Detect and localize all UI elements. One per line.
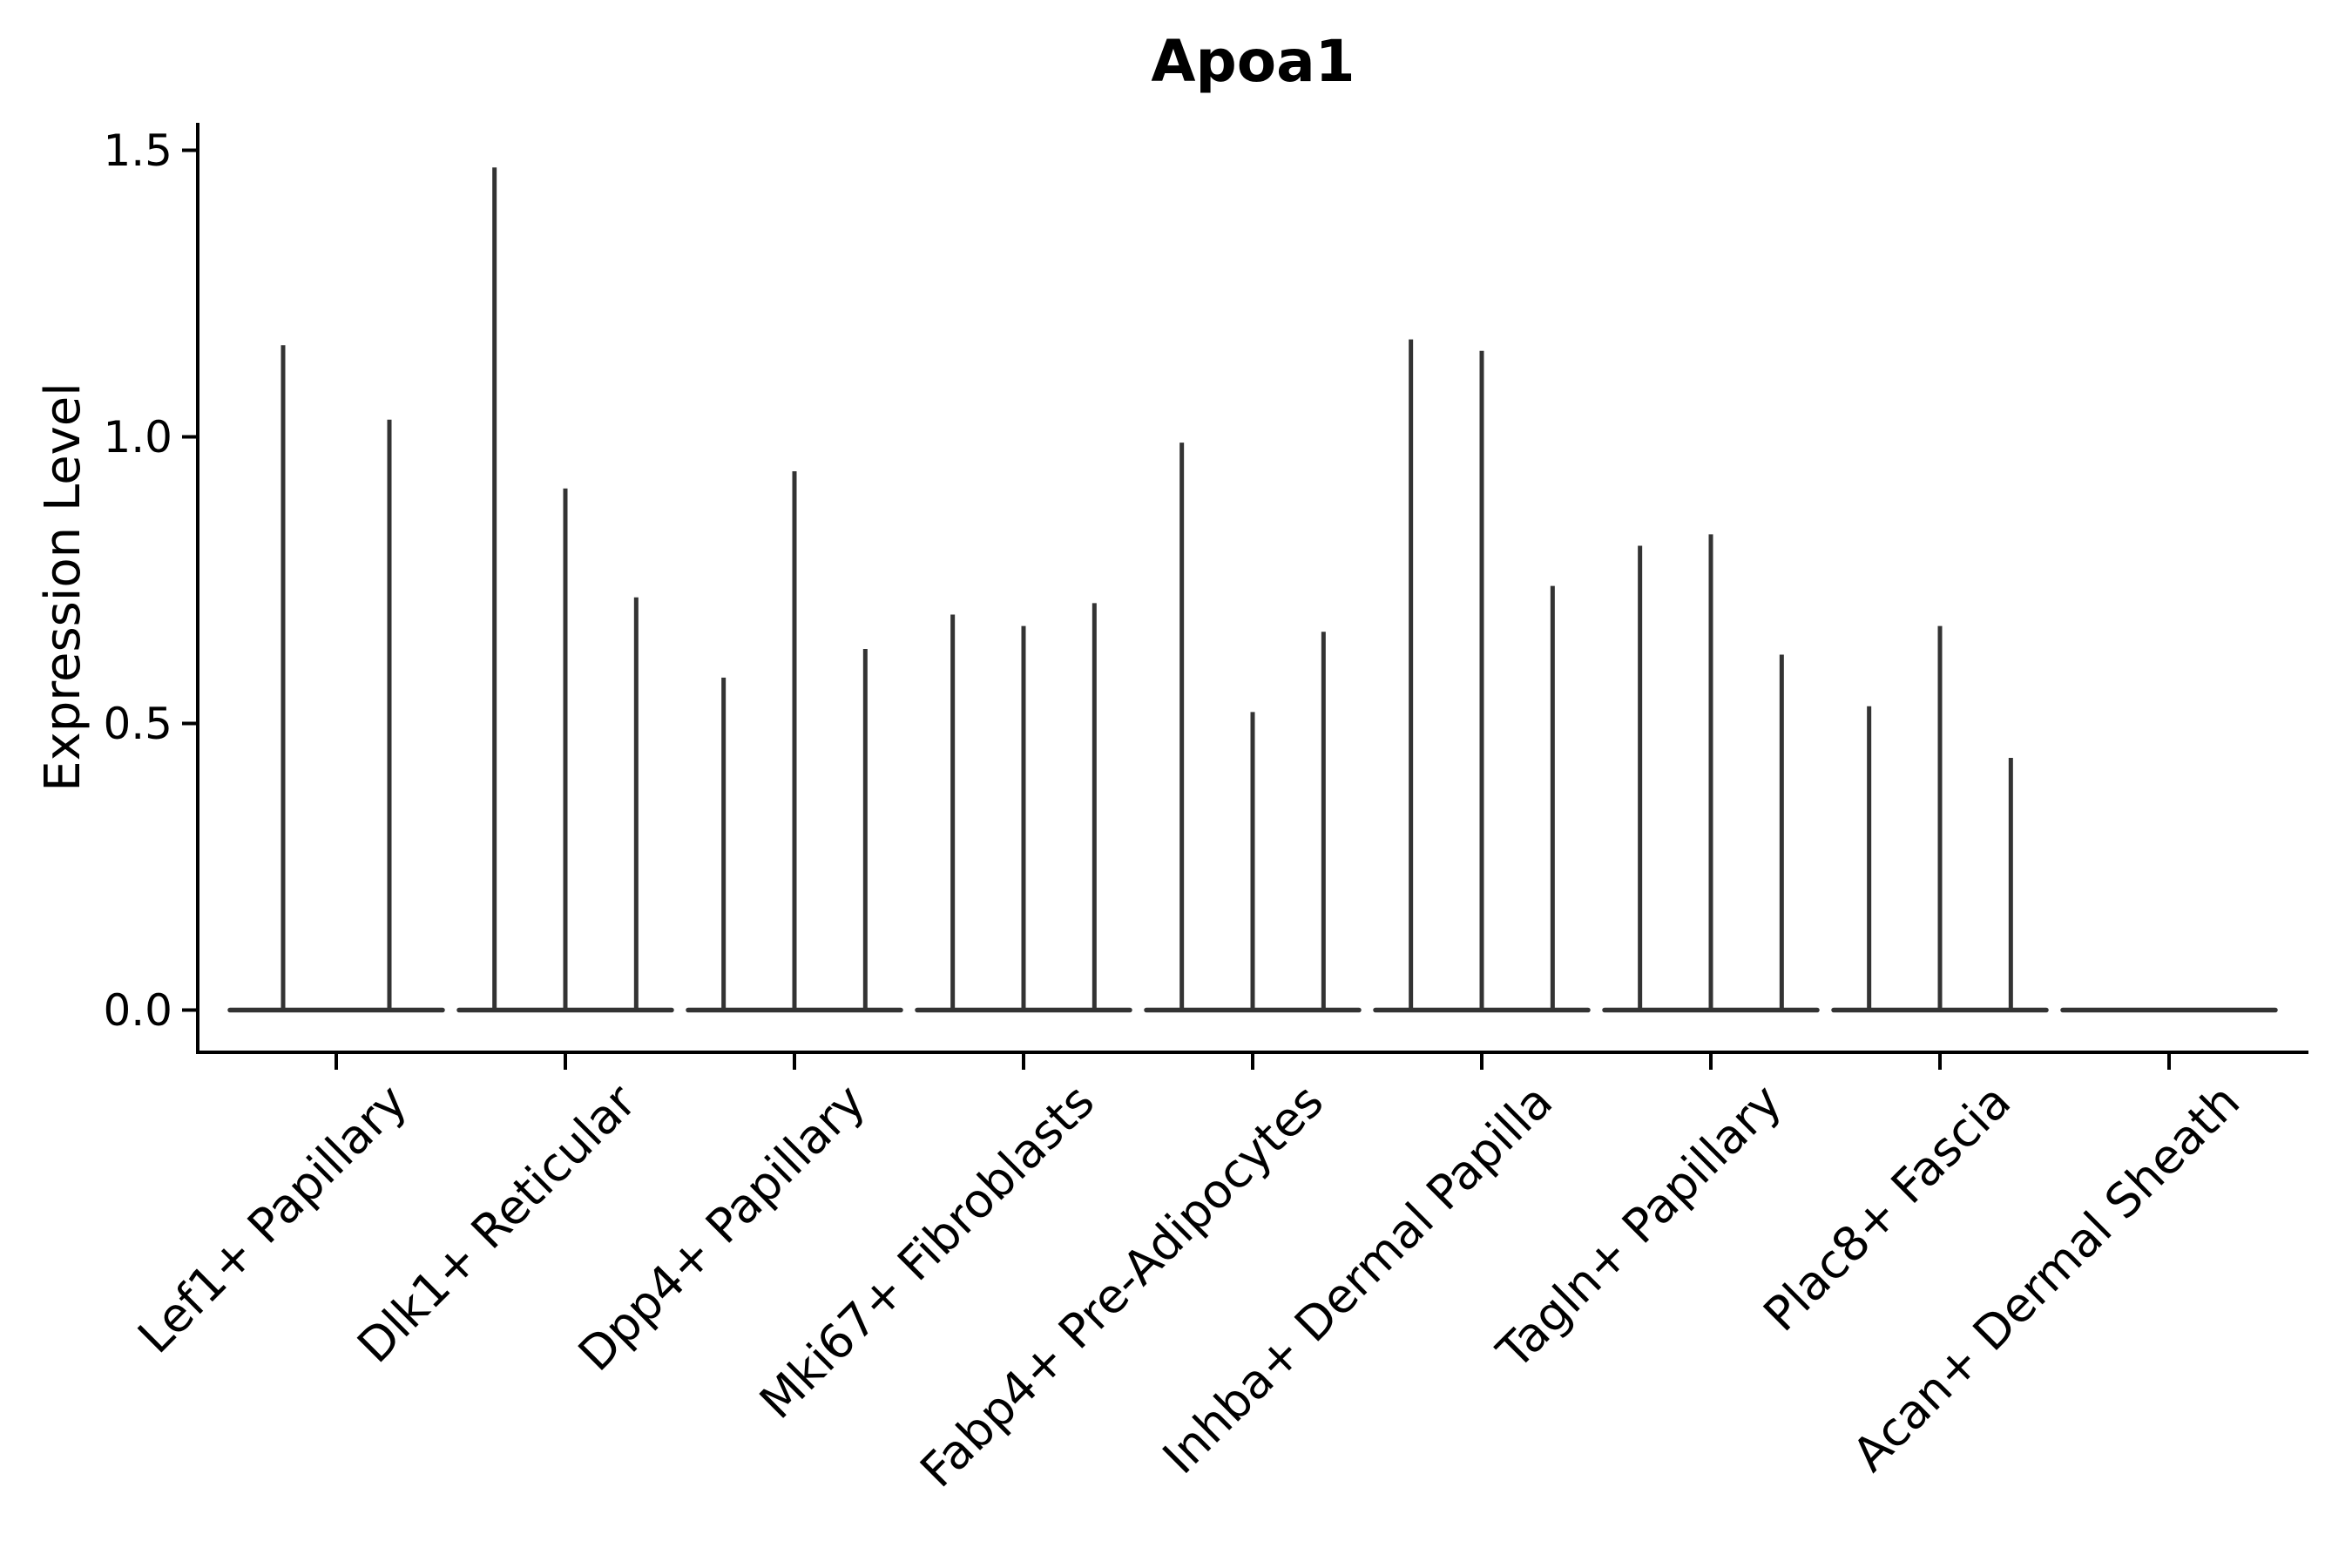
x-tick-label: Acan+ Dermal Sheath	[1842, 1074, 2250, 1482]
y-tick-label: 0.0	[103, 985, 172, 1036]
y-tick-label: 0.5	[103, 699, 172, 749]
y-tick-label: 1.5	[103, 125, 172, 176]
x-tick-label: Fabp4+ Pre-Adipocytes	[909, 1074, 1334, 1498]
x-tick-label: Plac8+ Fascia	[1753, 1074, 2021, 1342]
y-tick-label: 1.0	[103, 412, 172, 463]
chart-title: Apoa1	[1151, 28, 1355, 95]
x-tick-label: Inhba+ Dermal Papilla	[1152, 1074, 1563, 1484]
